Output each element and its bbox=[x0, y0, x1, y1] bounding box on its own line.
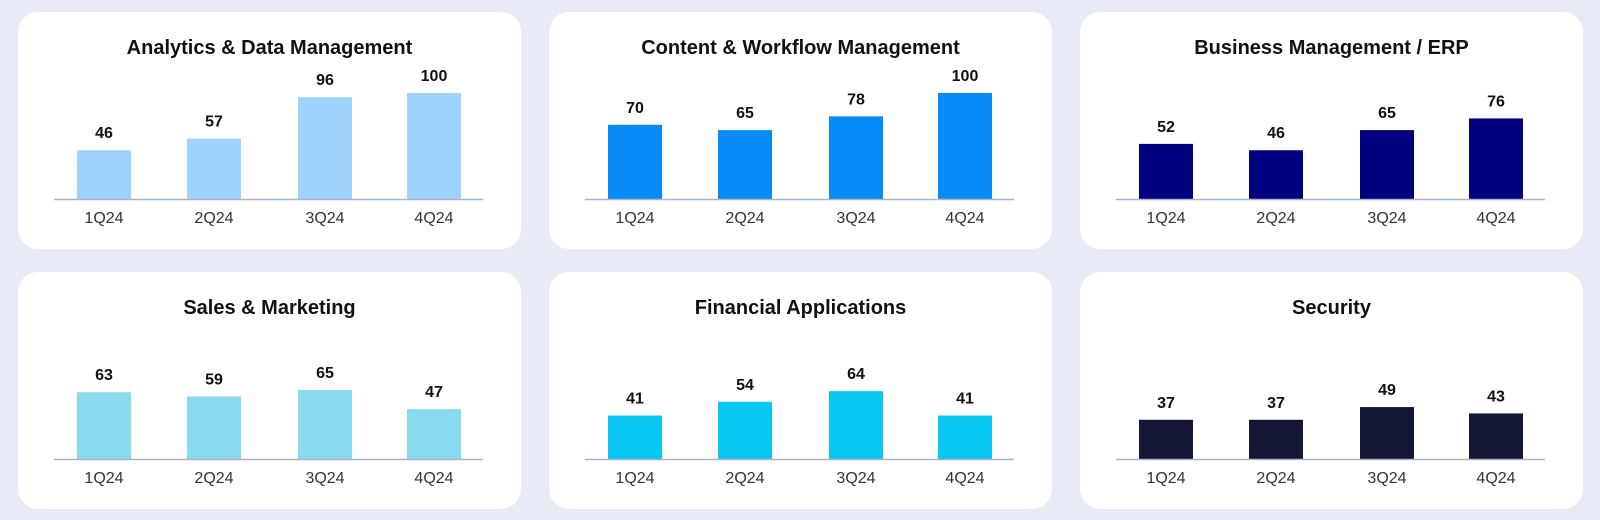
data-label: 49 bbox=[1378, 382, 1396, 399]
x-tick-label: 2Q24 bbox=[1256, 210, 1295, 227]
bar bbox=[718, 130, 772, 199]
x-tick-label: 2Q24 bbox=[194, 470, 233, 487]
bar bbox=[1360, 130, 1414, 199]
chart-title: Business Management / ERP bbox=[1194, 37, 1469, 59]
x-tick-label: 2Q24 bbox=[725, 470, 764, 487]
data-label: 96 bbox=[316, 72, 334, 89]
bar bbox=[1139, 143, 1193, 199]
data-label: 64 bbox=[847, 366, 865, 383]
bar bbox=[1469, 118, 1523, 199]
bar-chart: 37 1Q24 37 2Q24 49 3Q24 43 4Q24 bbox=[1116, 382, 1545, 487]
bar bbox=[187, 138, 241, 199]
chart-title: Security bbox=[1292, 297, 1371, 319]
bar bbox=[298, 97, 352, 199]
chart-title: Sales & Marketing bbox=[183, 297, 356, 319]
bar-chart: 46 1Q24 57 2Q24 96 3Q24 100 4Q24 bbox=[54, 68, 483, 227]
bar-chart: 63 1Q24 59 2Q24 65 3Q24 47 4Q24 bbox=[54, 365, 483, 487]
x-tick-label: 1Q24 bbox=[615, 210, 654, 227]
data-label: 100 bbox=[952, 68, 979, 85]
data-label: 46 bbox=[95, 125, 113, 142]
data-label: 52 bbox=[1157, 119, 1175, 136]
chart-card: Business Management / ERP 52 1Q24 46 2Q24 65… bbox=[1080, 12, 1583, 249]
data-label: 57 bbox=[205, 114, 223, 131]
data-label: 65 bbox=[1378, 105, 1396, 122]
bar bbox=[1139, 419, 1193, 459]
x-tick-label: 3Q24 bbox=[836, 470, 875, 487]
x-tick-label: 3Q24 bbox=[836, 210, 875, 227]
x-tick-label: 3Q24 bbox=[1367, 210, 1406, 227]
bar bbox=[407, 93, 461, 199]
bar bbox=[608, 415, 662, 459]
x-tick-label: 1Q24 bbox=[84, 470, 123, 487]
x-tick-label: 3Q24 bbox=[1367, 470, 1406, 487]
x-tick-label: 2Q24 bbox=[725, 210, 764, 227]
x-tick-label: 2Q24 bbox=[194, 210, 233, 227]
data-label: 41 bbox=[956, 391, 974, 408]
data-label: 78 bbox=[847, 91, 865, 108]
bar bbox=[1249, 419, 1303, 459]
data-label: 43 bbox=[1487, 388, 1505, 405]
data-label: 46 bbox=[1267, 125, 1285, 142]
bar bbox=[608, 124, 662, 199]
chart-title: Analytics & Data Management bbox=[126, 37, 413, 59]
data-label: 70 bbox=[626, 100, 644, 117]
x-tick-label: 3Q24 bbox=[305, 470, 344, 487]
data-label: 76 bbox=[1487, 93, 1505, 110]
x-tick-label: 2Q24 bbox=[1256, 470, 1295, 487]
data-label: 54 bbox=[736, 377, 754, 394]
chart-title: Content & Workflow Management bbox=[641, 37, 960, 59]
bar-chart: 70 1Q24 65 2Q24 78 3Q24 100 4Q24 bbox=[585, 68, 1014, 227]
x-tick-label: 1Q24 bbox=[615, 470, 654, 487]
chart-card: Content & Workflow Management 70 1Q24 65 2Q… bbox=[549, 12, 1052, 249]
x-tick-label: 3Q24 bbox=[305, 210, 344, 227]
x-tick-label: 4Q24 bbox=[1476, 470, 1515, 487]
data-label: 59 bbox=[205, 371, 223, 388]
x-tick-label: 1Q24 bbox=[1146, 210, 1185, 227]
bar bbox=[718, 401, 772, 459]
x-tick-label: 4Q24 bbox=[945, 210, 984, 227]
data-label: 100 bbox=[421, 68, 448, 85]
bar-chart: 41 1Q24 54 2Q24 64 3Q24 41 4Q24 bbox=[585, 366, 1014, 487]
data-label: 47 bbox=[425, 384, 443, 401]
bar bbox=[829, 391, 883, 459]
bar bbox=[77, 392, 131, 459]
data-label: 37 bbox=[1267, 395, 1285, 412]
bar bbox=[298, 390, 352, 459]
chart-card: Sales & Marketing 63 1Q24 59 2Q24 65 3Q24 47 4Q… bbox=[18, 272, 521, 509]
bar bbox=[407, 409, 461, 459]
chart-card: Financial Applications 41 1Q24 54 2Q24 64 3Q2… bbox=[549, 272, 1052, 509]
x-tick-label: 1Q24 bbox=[84, 210, 123, 227]
bar bbox=[938, 415, 992, 459]
data-label: 41 bbox=[626, 391, 644, 408]
bar-chart: 52 1Q24 46 2Q24 65 3Q24 76 4Q24 bbox=[1116, 93, 1545, 227]
bar bbox=[1360, 407, 1414, 459]
data-label: 63 bbox=[95, 367, 113, 384]
data-label: 37 bbox=[1157, 395, 1175, 412]
chart-card: Analytics & Data Management 46 1Q24 57 2Q24… bbox=[18, 12, 521, 249]
bar bbox=[938, 93, 992, 199]
bar bbox=[77, 150, 131, 199]
chart-title: Financial Applications bbox=[694, 297, 907, 319]
data-label: 65 bbox=[316, 365, 334, 382]
data-label: 65 bbox=[736, 105, 754, 122]
x-tick-label: 4Q24 bbox=[945, 470, 984, 487]
x-tick-label: 4Q24 bbox=[414, 470, 453, 487]
bar bbox=[187, 396, 241, 459]
bar bbox=[1469, 413, 1523, 459]
x-tick-label: 1Q24 bbox=[1146, 470, 1185, 487]
x-tick-label: 4Q24 bbox=[1476, 210, 1515, 227]
chart-card: Security 37 1Q24 37 2Q24 49 3Q24 43 4Q24 bbox=[1080, 272, 1583, 509]
bar bbox=[829, 116, 883, 199]
bar bbox=[1249, 150, 1303, 199]
x-tick-label: 4Q24 bbox=[414, 210, 453, 227]
